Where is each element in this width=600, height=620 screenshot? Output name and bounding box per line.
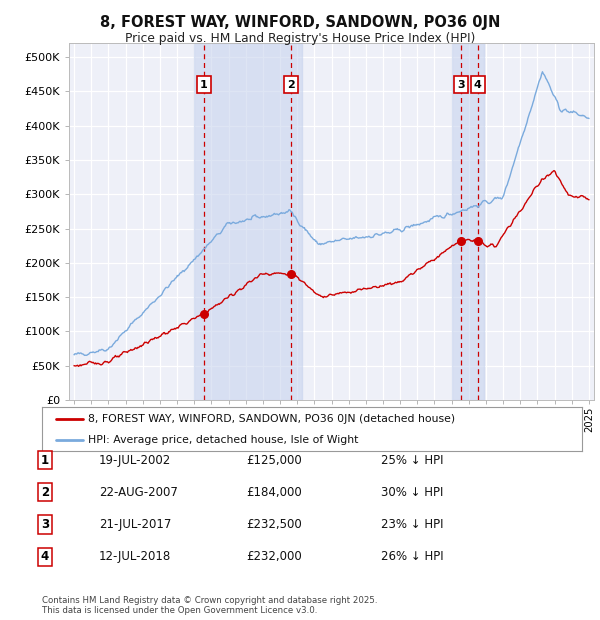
Text: 3: 3 (41, 518, 49, 531)
Bar (452, 43, 484, 400)
Text: 1: 1 (200, 79, 208, 89)
Text: 1: 1 (41, 454, 49, 466)
Text: Price paid vs. HM Land Registry's House Price Index (HPI): Price paid vs. HM Land Registry's House … (125, 32, 475, 45)
Text: 25% ↓ HPI: 25% ↓ HPI (381, 454, 443, 466)
Text: 26% ↓ HPI: 26% ↓ HPI (381, 551, 443, 563)
Text: 3: 3 (457, 79, 465, 89)
Text: 2: 2 (41, 486, 49, 498)
Text: 12-JUL-2018: 12-JUL-2018 (99, 551, 171, 563)
Text: 22-AUG-2007: 22-AUG-2007 (99, 486, 178, 498)
Text: £184,000: £184,000 (246, 486, 302, 498)
Text: 8, FOREST WAY, WINFORD, SANDOWN, PO36 0JN: 8, FOREST WAY, WINFORD, SANDOWN, PO36 0J… (100, 16, 500, 30)
Text: £232,000: £232,000 (246, 551, 302, 563)
Text: 21-JUL-2017: 21-JUL-2017 (99, 518, 172, 531)
Text: HPI: Average price, detached house, Isle of Wight: HPI: Average price, detached house, Isle… (88, 435, 358, 445)
Text: 8, FOREST WAY, WINFORD, SANDOWN, PO36 0JN (detached house): 8, FOREST WAY, WINFORD, SANDOWN, PO36 0J… (88, 414, 455, 424)
Text: 2: 2 (287, 79, 295, 89)
Text: 23% ↓ HPI: 23% ↓ HPI (381, 518, 443, 531)
Text: Contains HM Land Registry data © Crown copyright and database right 2025.
This d: Contains HM Land Registry data © Crown c… (42, 596, 377, 615)
Text: £232,500: £232,500 (246, 518, 302, 531)
Text: 19-JUL-2002: 19-JUL-2002 (99, 454, 171, 466)
Text: 4: 4 (41, 551, 49, 563)
Text: 30% ↓ HPI: 30% ↓ HPI (381, 486, 443, 498)
Bar (194, 43, 302, 400)
Text: £125,000: £125,000 (246, 454, 302, 466)
Text: 4: 4 (474, 79, 482, 89)
